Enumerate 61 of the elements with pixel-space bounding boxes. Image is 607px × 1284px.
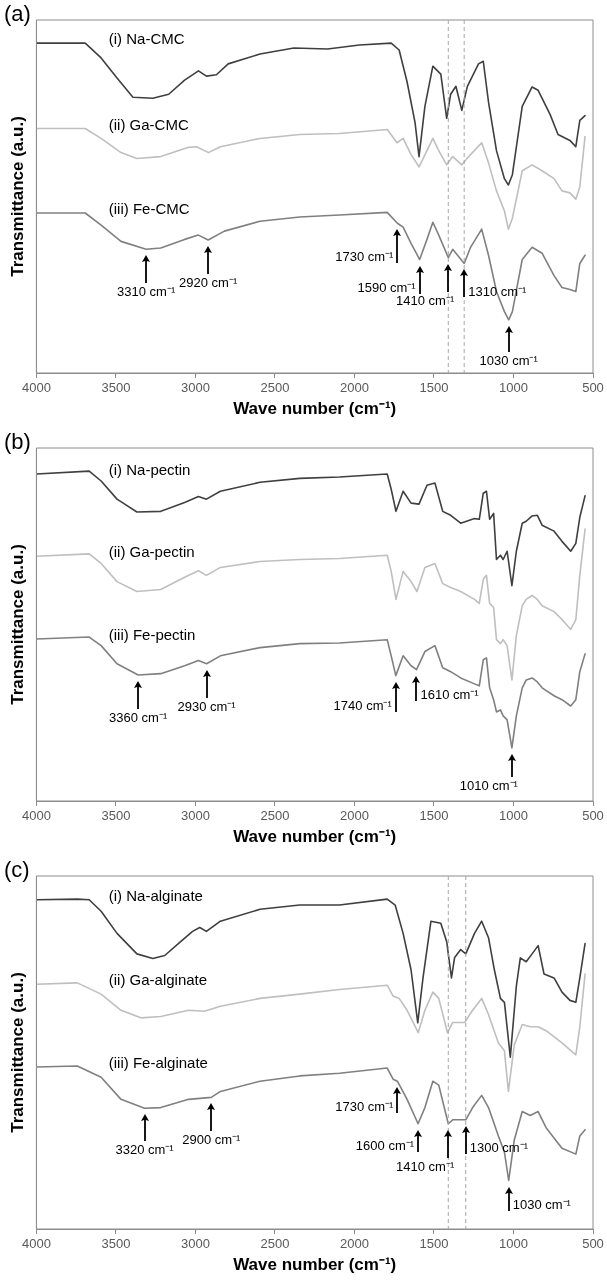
annotation: 1600 cm⁻¹ <box>355 1137 415 1153</box>
annotation: 3310 cm⁻¹ <box>117 284 176 300</box>
annotation: 3360 cm⁻¹ <box>109 710 168 726</box>
x-tick-label: 1500 <box>419 1236 449 1252</box>
x-tick-label: 2000 <box>340 1236 369 1252</box>
x-tick-label: 500 <box>582 1236 604 1252</box>
y-axis-title: Transmittance (a.u.) <box>7 544 27 705</box>
chart-title: (c) <box>4 857 30 883</box>
annotation: 2900 cm⁻¹ <box>182 1132 242 1148</box>
annotation: 1030 cm⁻¹ <box>479 352 539 368</box>
annotation: 3320 cm⁻¹ <box>115 1142 175 1158</box>
annotation: 2930 cm⁻¹ <box>177 698 237 714</box>
annotation: 1730 cm⁻¹ <box>335 249 395 265</box>
x-tick-label: 1000 <box>499 808 528 824</box>
series-label: (i) Na-CMC <box>108 30 185 48</box>
x-tick-label: 500 <box>582 380 604 396</box>
annotation: 1590 cm⁻¹ <box>357 279 417 295</box>
series-label: (i) Na-pectin <box>108 461 191 479</box>
chart-title: (b) <box>4 429 31 455</box>
x-tick-label: 3500 <box>101 808 131 824</box>
x-tick-label: 3500 <box>101 1236 131 1252</box>
annotation: 1010 cm⁻¹ <box>459 777 519 793</box>
annotation: 1610 cm⁻¹ <box>420 686 480 702</box>
x-tick-label: 3000 <box>180 808 210 824</box>
x-tick-label: 2000 <box>340 380 369 396</box>
chart-title: (a) <box>4 1 31 27</box>
x-tick-label: 3000 <box>180 380 210 396</box>
x-axis-title: Wave number (cm⁻¹) <box>233 1255 397 1275</box>
x-tick-label: 1500 <box>419 380 449 396</box>
x-tick-label: 4000 <box>21 380 51 396</box>
x-tick-label: 2500 <box>260 808 290 824</box>
x-tick-label: 3500 <box>101 380 131 396</box>
y-axis-title: Transmittance (a.u.) <box>7 972 27 1133</box>
annotation: 1740 cm⁻¹ <box>333 697 393 713</box>
x-tick-label: 1000 <box>499 1236 528 1252</box>
series-label: (ii) Ga-pectin <box>108 543 195 561</box>
x-tick-label: 1000 <box>499 380 528 396</box>
x-tick-label: 2000 <box>340 808 369 824</box>
annotation: 1310 cm⁻¹ <box>468 283 528 299</box>
x-tick-label: 2500 <box>260 1236 290 1252</box>
x-tick-label: 500 <box>582 808 604 824</box>
series-label: (iii) Fe-CMC <box>108 200 190 218</box>
annotation: 1410 cm⁻¹ <box>396 1158 455 1174</box>
series-label: (iii) Fe-alginate <box>108 1054 208 1072</box>
x-axis-title: Wave number (cm⁻¹) <box>233 399 397 419</box>
series-label: (ii) Ga-CMC <box>108 115 189 133</box>
x-tick-label: 4000 <box>21 808 51 824</box>
annotation: 1730 cm⁻¹ <box>335 1099 395 1115</box>
series-label: (ii) Ga-alginate <box>108 971 208 989</box>
series-label: (iii) Fe-pectin <box>108 626 196 644</box>
x-tick-label: 3000 <box>180 1236 210 1252</box>
annotation: 1300 cm⁻¹ <box>469 1139 529 1155</box>
annotation: 1410 cm⁻¹ <box>396 292 455 308</box>
series-label: (i) Na-alginate <box>108 886 203 904</box>
annotation: 1030 cm⁻¹ <box>512 1196 572 1212</box>
x-axis-title: Wave number (cm⁻¹) <box>233 827 397 847</box>
y-axis-title: Transmittance (a.u.) <box>7 116 27 277</box>
x-tick-label: 4000 <box>21 1236 51 1252</box>
x-tick-label: 1500 <box>419 808 449 824</box>
annotation: 2920 cm⁻¹ <box>179 275 238 291</box>
x-tick-label: 2500 <box>260 380 290 396</box>
